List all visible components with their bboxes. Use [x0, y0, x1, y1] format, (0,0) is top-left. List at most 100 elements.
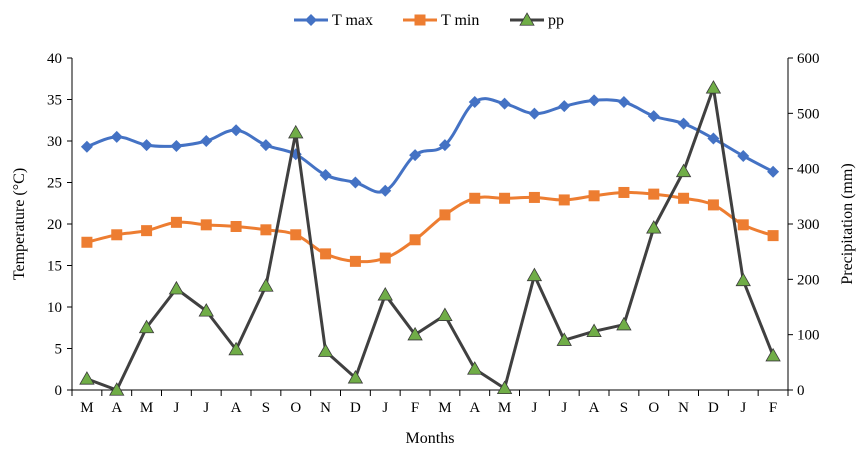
x-tick-label: J	[173, 400, 179, 416]
y-left-tick-label: 25	[47, 176, 62, 192]
data-point	[377, 287, 393, 301]
y-left-axis-title: Temperature (°C)	[11, 168, 28, 280]
data-point	[677, 117, 690, 130]
data-point	[140, 139, 153, 152]
data-point	[288, 124, 304, 139]
series-line	[85, 97, 775, 194]
data-point	[379, 184, 392, 197]
legend-item: T max	[294, 12, 373, 29]
x-tick-label: M	[80, 400, 93, 416]
y-right-tick-label: 600	[797, 51, 820, 67]
data-point	[526, 267, 543, 282]
data-point	[259, 139, 272, 152]
x-tick-label: D	[708, 400, 719, 416]
data-point	[319, 169, 332, 182]
data-point	[705, 80, 722, 94]
data-point	[198, 303, 214, 317]
series-t-max	[80, 94, 780, 197]
legend-marker	[305, 14, 317, 26]
data-point	[409, 149, 422, 162]
data-point	[230, 220, 242, 232]
data-point	[79, 371, 95, 385]
x-tick-label: N	[678, 400, 689, 416]
legend-label: T min	[441, 12, 479, 29]
y-left-tick-label: 15	[47, 259, 62, 275]
y-right-tick-label: 400	[797, 162, 820, 178]
x-tick-label: J	[382, 400, 388, 416]
data-point	[767, 165, 780, 178]
data-point	[499, 192, 511, 204]
y-right-tick-label: 500	[797, 106, 820, 122]
data-point	[588, 94, 601, 107]
y-left-tick-label: 5	[55, 342, 63, 358]
data-point	[646, 220, 662, 234]
data-point	[528, 107, 541, 120]
x-tick-label: A	[469, 400, 480, 416]
x-axis-title: Months	[406, 430, 455, 447]
x-tick-label: D	[350, 400, 361, 416]
data-point	[379, 252, 391, 264]
legend-item: T min	[403, 12, 479, 29]
series-line	[85, 190, 775, 264]
series-pp	[79, 80, 781, 396]
data-point	[200, 219, 212, 231]
data-point	[228, 341, 244, 356]
x-tick-label: J	[531, 400, 537, 416]
data-point	[498, 97, 511, 110]
x-tick-label: A	[589, 400, 600, 416]
legend-label: T max	[332, 12, 373, 29]
data-point	[437, 307, 453, 321]
data-point	[558, 194, 570, 206]
x-tick-label: J	[203, 400, 209, 416]
data-point	[735, 272, 751, 287]
data-point	[616, 316, 632, 331]
y-left-tick-label: 20	[47, 217, 62, 233]
data-point	[407, 326, 423, 341]
y-right-tick-label: 300	[797, 217, 820, 233]
data-point	[409, 234, 421, 246]
data-point	[528, 191, 540, 203]
legend-item: pp	[510, 12, 564, 29]
data-point	[258, 278, 274, 292]
data-point	[469, 192, 481, 204]
x-tick-label: F	[411, 400, 419, 416]
y-left-tick-label: 0	[55, 383, 63, 399]
x-tick-label: N	[320, 400, 331, 416]
data-point	[765, 347, 781, 362]
data-point	[349, 255, 361, 267]
y-left-tick-label: 10	[47, 300, 62, 316]
y-right-axis-title: Precipitation (mm)	[839, 163, 856, 284]
data-point	[618, 186, 630, 198]
data-point	[586, 323, 602, 337]
y-left-tick-label: 40	[47, 51, 62, 67]
data-point	[230, 124, 243, 137]
data-point	[111, 229, 123, 241]
x-tick-label: M	[498, 400, 511, 416]
data-point	[320, 248, 332, 260]
data-point	[81, 236, 93, 248]
data-point	[558, 100, 571, 113]
x-tick-label: A	[231, 400, 242, 416]
data-point	[260, 224, 272, 236]
data-point	[80, 140, 93, 153]
legend-marker	[414, 14, 426, 26]
data-point	[168, 280, 185, 295]
x-tick-label: J	[561, 400, 567, 416]
data-point	[737, 149, 750, 162]
data-point	[170, 216, 182, 228]
x-tick-label: O	[290, 400, 301, 416]
y-left-tick-label: 35	[47, 93, 62, 109]
data-point	[317, 343, 334, 357]
x-tick-label: J	[740, 400, 746, 416]
legend-marker	[519, 12, 535, 26]
data-point	[468, 95, 481, 108]
series-layer	[79, 80, 781, 396]
data-point	[347, 370, 364, 384]
x-tick-label: O	[648, 400, 659, 416]
data-point	[439, 209, 451, 221]
legend-label: pp	[548, 12, 564, 29]
data-point	[737, 219, 749, 231]
legend: T max T min pp	[294, 12, 564, 29]
